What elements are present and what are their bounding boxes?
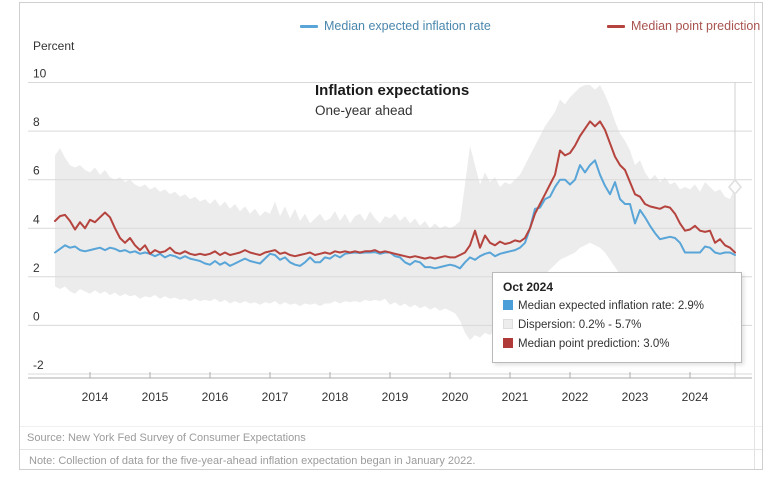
note-text: Note: Collection of data for the five-ye… [29, 455, 476, 467]
chart-subtitle: One-year ahead [315, 102, 413, 118]
legend-item-median-point[interactable]: Median point prediction [607, 19, 760, 33]
y-tick-label: 8 [33, 115, 40, 129]
y-tick-label: 6 [33, 164, 40, 178]
x-tick-label: 2018 [322, 390, 349, 404]
tooltip-text-median-point: Median point prediction: 3.0% [518, 338, 670, 350]
band-marker-diamond-icon [728, 178, 742, 196]
legend-dash-red-icon [607, 24, 625, 28]
x-tick-label: 2016 [202, 390, 229, 404]
x-tick-label: 2024 [682, 390, 709, 404]
chart-title: Inflation expectations [315, 82, 470, 99]
y-tick-label: 2 [33, 261, 40, 275]
dispersion-band [55, 85, 735, 340]
title-block: Inflation expectations One-year ahead [315, 82, 469, 120]
legend-label-median-expected: Median expected inflation rate [324, 19, 491, 33]
x-tick-label: 2021 [502, 390, 529, 404]
y-tick-label: -2 [33, 358, 44, 372]
x-tick-label: 2017 [262, 390, 289, 404]
x-tick-label: 2019 [382, 390, 409, 404]
y-tick-label: 10 [33, 67, 47, 81]
red-swatch-icon [503, 338, 513, 348]
inflation-expectations-chart: 10 8 6 4 2 0 -2 2014 2015 2016 2017 2018 2019 2020 202… [19, 2, 763, 470]
tooltip-row-median-point: Median point prediction: 3.0% [503, 335, 731, 354]
x-tick-label: 2022 [562, 390, 589, 404]
footer-separator-top [20, 426, 762, 427]
source-text: Source: New York Fed Survey of Consumer … [27, 432, 306, 444]
blue-swatch-icon [503, 300, 513, 310]
tooltip-date: Oct 2024 [503, 280, 554, 294]
footer-separator [20, 449, 762, 450]
y-axis-unit-label: Percent [33, 39, 75, 53]
tooltip-row-dispersion: Dispersion: 0.2% - 5.7% [503, 316, 731, 335]
x-tick-label: 2023 [622, 390, 649, 404]
legend-label-median-point: Median point prediction [631, 19, 761, 33]
x-tick-label: 2020 [442, 390, 469, 404]
legend-dash-blue-icon [300, 24, 318, 28]
median-point-line[interactable] [54, 120, 736, 260]
median-expected-line[interactable] [54, 159, 736, 270]
tooltip-row-median-expected: Median expected inflation rate: 2.9% [503, 297, 731, 316]
y-tick-label: 4 [33, 212, 40, 226]
y-tick-label: 0 [33, 309, 40, 323]
dispersion-swatch-icon [503, 319, 513, 329]
x-tick-label: 2014 [82, 390, 109, 404]
x-tick-label: 2015 [142, 390, 169, 404]
tooltip-text-dispersion: Dispersion: 0.2% - 5.7% [518, 319, 642, 331]
tooltip-text-median-expected: Median expected inflation rate: 2.9% [518, 300, 705, 312]
hover-tooltip: Oct 2024 Median expected inflation rate:… [492, 272, 742, 363]
legend-item-median-expected[interactable]: Median expected inflation rate [300, 19, 491, 33]
chart-canvas[interactable]: 10 8 6 4 2 0 -2 2014 2015 2016 2017 2018 2019 2020 202… [20, 3, 762, 469]
